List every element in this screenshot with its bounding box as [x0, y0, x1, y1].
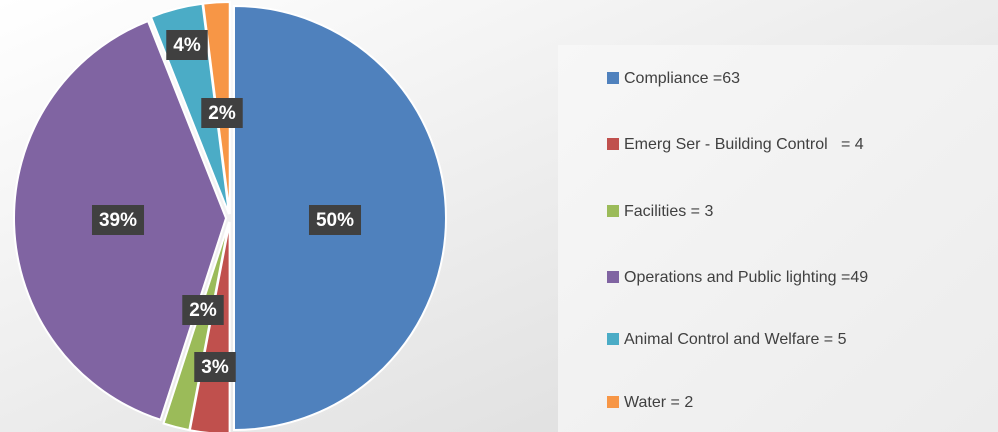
data-label: 39%	[99, 210, 137, 231]
data-label-box	[91, 205, 145, 235]
data-label-box	[194, 352, 236, 382]
data-label-box	[308, 205, 362, 235]
data-label: 2%	[208, 103, 236, 124]
legend-label: Facilities = 3	[624, 203, 713, 220]
legend-swatch	[607, 396, 619, 408]
data-label-box	[182, 295, 224, 325]
legend-swatch	[607, 138, 619, 150]
legend-label: Compliance =63	[624, 70, 740, 87]
data-label: 2%	[189, 300, 217, 321]
data-label: 3%	[201, 357, 229, 378]
legend-label: Animal Control and Welfare = 5	[624, 331, 847, 348]
pie-slice	[162, 221, 230, 432]
legend-box	[558, 45, 998, 432]
legend-swatch	[607, 205, 619, 217]
legend-swatch	[607, 72, 619, 84]
legend-label: Emerg Ser - Building Control = 4	[624, 136, 864, 153]
legend-swatch	[607, 333, 619, 345]
data-label-box	[166, 30, 208, 60]
data-label: 4%	[173, 35, 201, 56]
data-label: 50%	[316, 210, 354, 231]
legend-label: Operations and Public lighting =49	[624, 269, 868, 286]
legend-label: Water = 2	[624, 394, 693, 411]
data-label-box	[201, 98, 243, 128]
legend-swatch	[607, 271, 619, 283]
